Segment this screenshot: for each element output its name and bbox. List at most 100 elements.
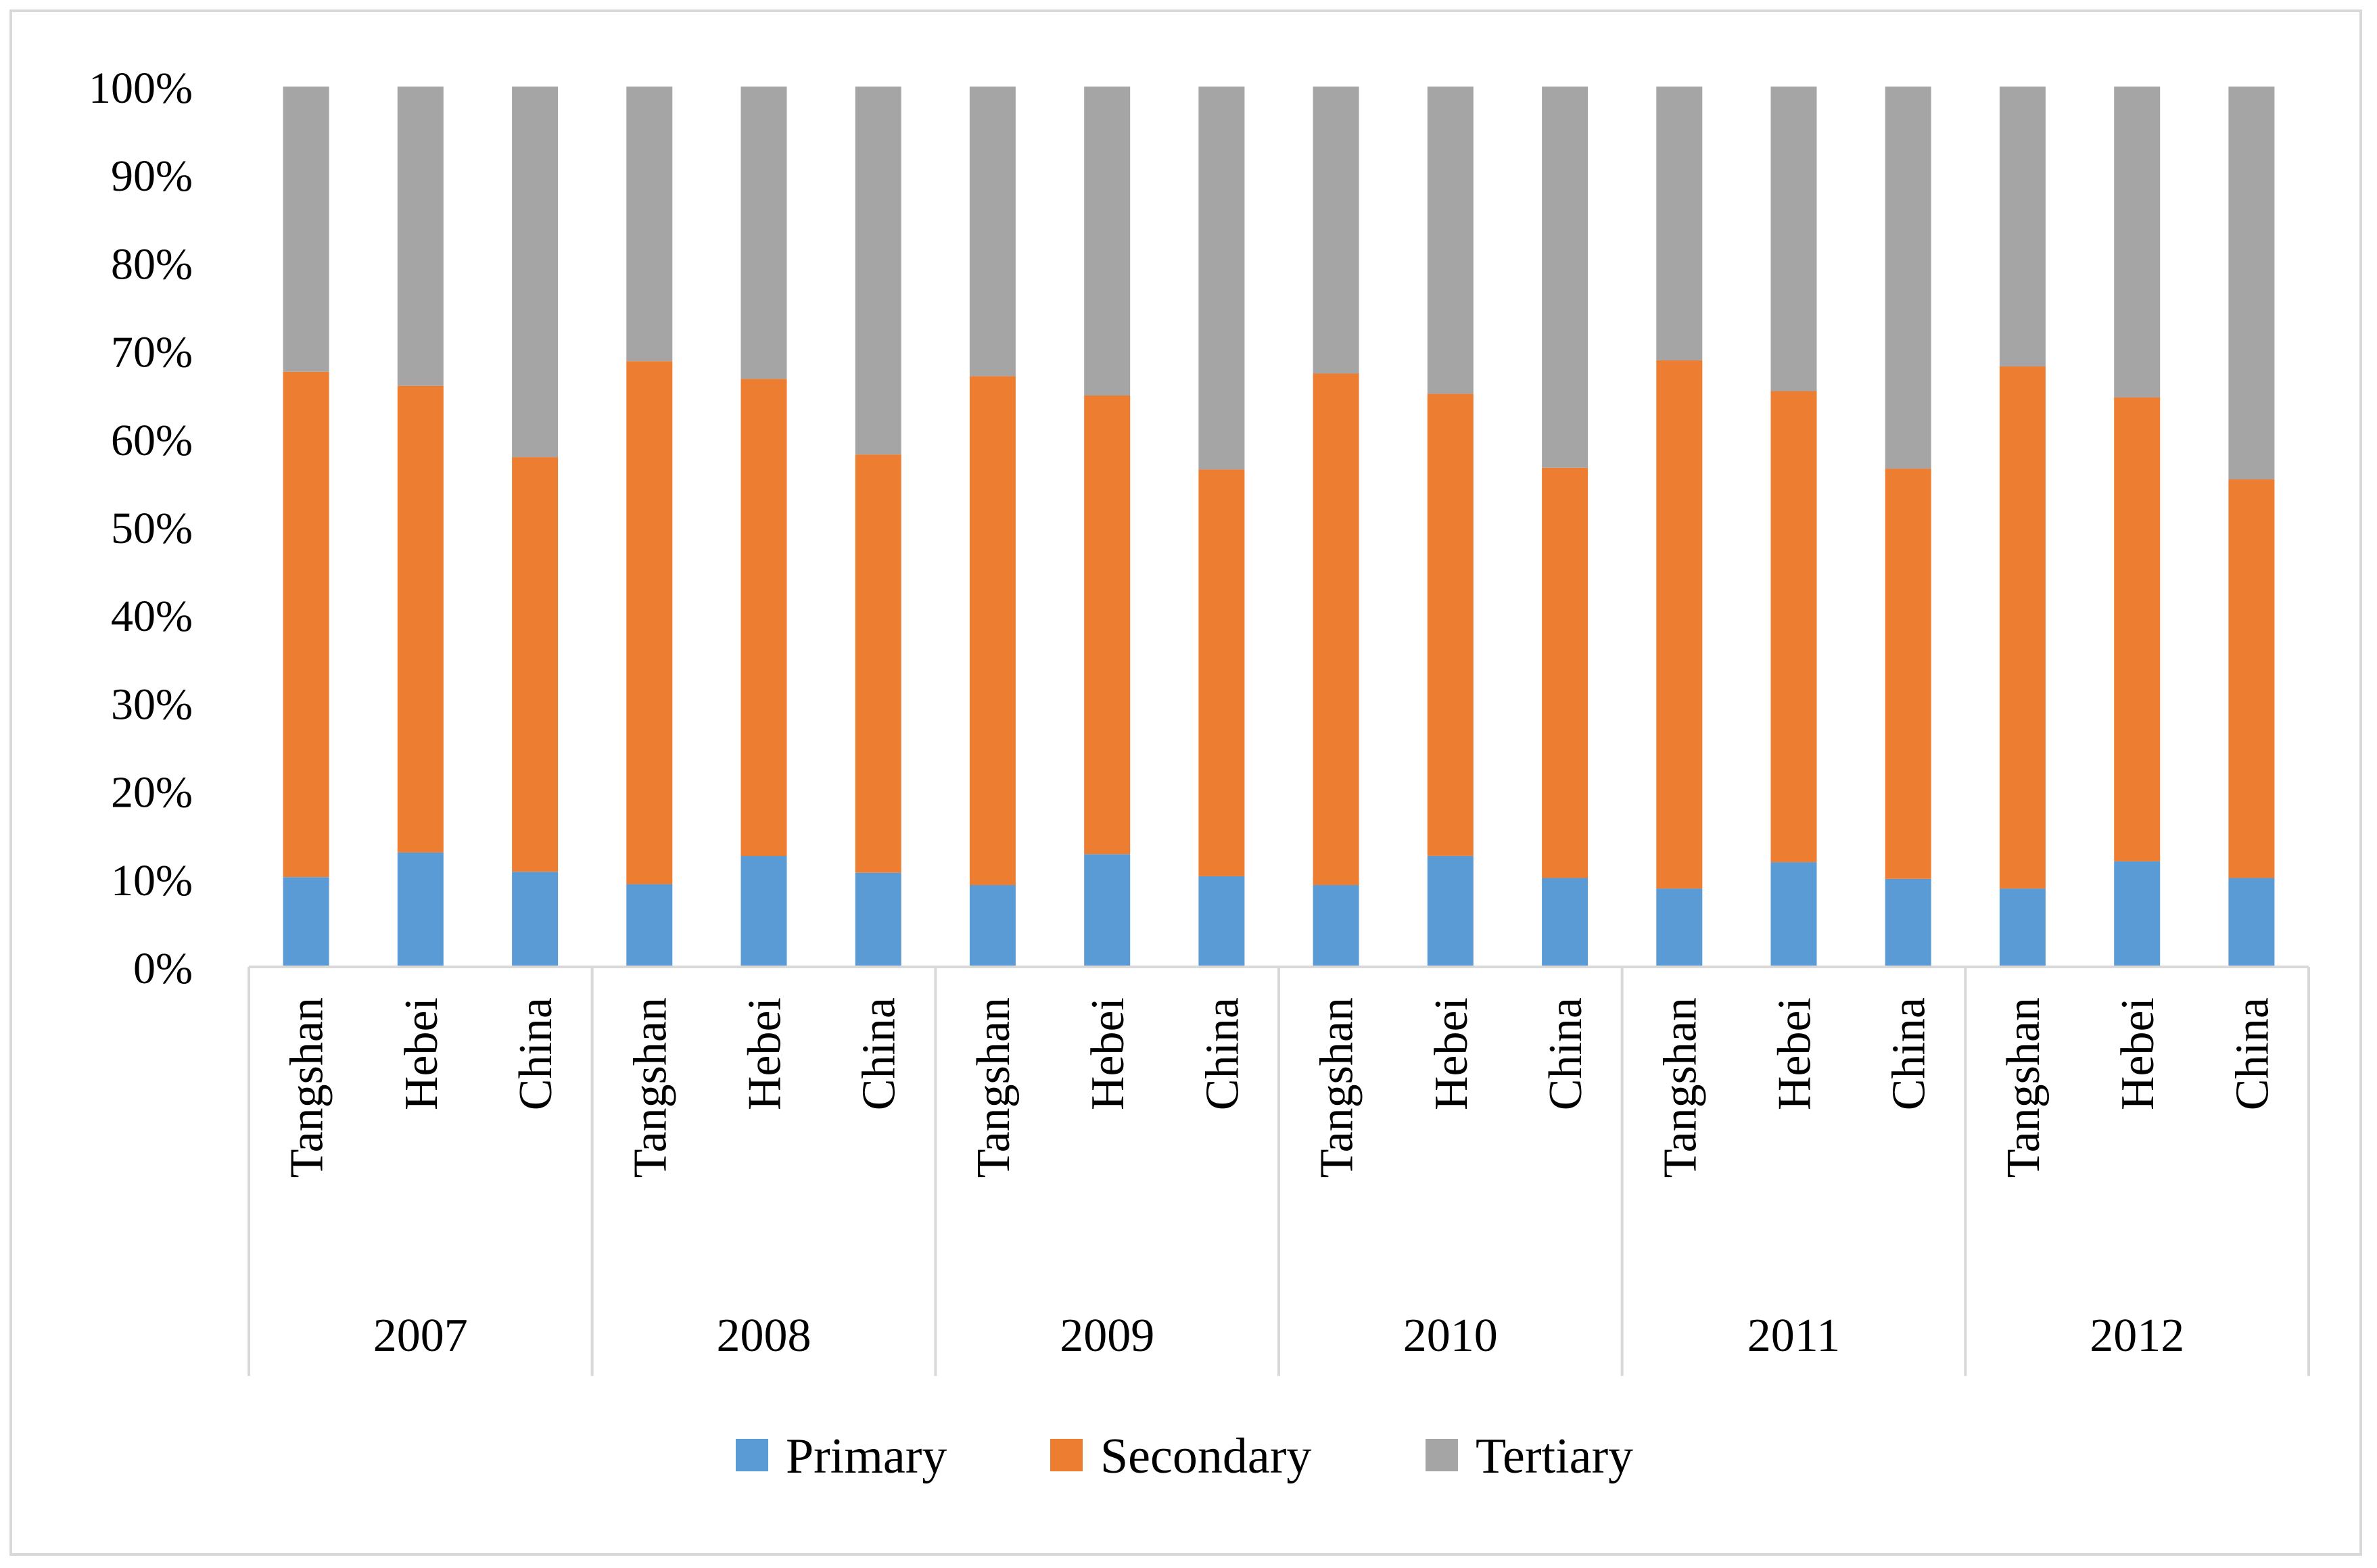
bar-tertiary-tangshan-2009 xyxy=(969,87,1016,377)
bar-tertiary-hebei-2007 xyxy=(397,87,444,386)
x-category-label: Hebei xyxy=(396,997,448,1110)
bar-primary-china-2009 xyxy=(1198,876,1245,967)
bar-tertiary-hebei-2012 xyxy=(2114,87,2161,398)
y-tick-label: 20% xyxy=(111,768,193,817)
bar-secondary-hebei-2011 xyxy=(1770,391,1817,863)
bar-tertiary-tangshan-2011 xyxy=(1656,87,1703,360)
legend-swatch-primary xyxy=(736,1439,768,1471)
x-category-label: Tangshan xyxy=(968,997,1020,1178)
x-category-label: China xyxy=(1883,997,1935,1110)
bar-tertiary-hebei-2010 xyxy=(1427,87,1474,394)
x-category-label: China xyxy=(853,997,905,1110)
bar-secondary-china-2008 xyxy=(855,454,901,873)
legend: Primary Secondary Tertiary xyxy=(736,1429,1633,1484)
bar-secondary-china-2009 xyxy=(1198,469,1245,876)
bar-primary-hebei-2007 xyxy=(397,852,444,967)
y-tick-label: 30% xyxy=(111,680,193,729)
bar-primary-hebei-2011 xyxy=(1770,862,1817,967)
y-tick-label: 80% xyxy=(111,239,193,289)
bar-secondary-china-2007 xyxy=(512,457,559,872)
legend-label-tertiary: Tertiary xyxy=(1476,1429,1633,1484)
x-group-label: 2007 xyxy=(373,1310,468,1362)
x-category-label: China xyxy=(1196,997,1248,1110)
x-group-label: 2012 xyxy=(2090,1310,2184,1362)
x-category-label: Hebei xyxy=(1426,997,1478,1110)
bar-tertiary-china-2008 xyxy=(855,87,901,455)
x-category-label: Tangshan xyxy=(1311,997,1363,1178)
bar-primary-hebei-2009 xyxy=(1084,854,1131,967)
x-category-label: Hebei xyxy=(1769,997,1821,1110)
y-axis: 0% 10% 20% 30% 40% 50% 60% 70% 80% 90% 100% xyxy=(89,64,193,993)
bar-primary-china-2011 xyxy=(1885,878,1931,967)
x-category-label: China xyxy=(2226,997,2278,1110)
y-tick-label: 10% xyxy=(111,856,193,905)
legend-swatch-secondary xyxy=(1050,1439,1083,1471)
bar-tertiary-hebei-2011 xyxy=(1770,87,1817,391)
x-category-label: Hebei xyxy=(739,997,791,1110)
bar-primary-tangshan-2009 xyxy=(969,884,1016,967)
bar-tertiary-china-2010 xyxy=(1542,87,1588,468)
bar-primary-hebei-2008 xyxy=(740,855,787,967)
x-category-label: China xyxy=(1540,997,1592,1110)
bar-primary-china-2007 xyxy=(512,872,559,967)
bar-tertiary-china-2012 xyxy=(2228,87,2275,479)
legend-swatch-tertiary xyxy=(1426,1439,1458,1471)
legend-label-secondary: Secondary xyxy=(1100,1429,1311,1484)
y-tick-label: 70% xyxy=(111,328,193,377)
bar-secondary-hebei-2009 xyxy=(1084,396,1131,855)
x-category-label: Tangshan xyxy=(281,997,333,1178)
bar-secondary-tangshan-2008 xyxy=(626,361,673,884)
bar-secondary-hebei-2012 xyxy=(2114,397,2161,861)
x-group-label: 2010 xyxy=(1403,1310,1498,1362)
bar-primary-china-2012 xyxy=(2228,878,2275,967)
y-tick-label: 40% xyxy=(111,592,193,641)
bar-primary-tangshan-2010 xyxy=(1313,884,1359,967)
x-group-label: 2008 xyxy=(717,1310,811,1362)
y-tick-label: 50% xyxy=(111,504,193,553)
bar-primary-tangshan-2011 xyxy=(1656,888,1703,967)
x-group-label: 2011 xyxy=(1747,1310,1840,1362)
y-tick-label: 90% xyxy=(111,151,193,201)
bar-primary-hebei-2010 xyxy=(1427,855,1474,967)
bar-secondary-tangshan-2011 xyxy=(1656,360,1703,889)
bar-tertiary-tangshan-2012 xyxy=(1999,87,2046,366)
bar-primary-tangshan-2012 xyxy=(1999,888,2046,967)
x-category-label: Tangshan xyxy=(624,997,676,1178)
bar-secondary-tangshan-2012 xyxy=(1999,366,2046,889)
bar-secondary-tangshan-2009 xyxy=(969,376,1016,885)
x-category-label: Hebei xyxy=(1082,997,1134,1110)
x-category-label: China xyxy=(510,997,562,1110)
bar-tertiary-tangshan-2007 xyxy=(283,87,329,372)
bar-tertiary-china-2009 xyxy=(1198,87,1245,470)
bar-secondary-china-2012 xyxy=(2228,479,2275,878)
plot-area xyxy=(283,87,2275,967)
bar-primary-china-2010 xyxy=(1542,878,1588,967)
bar-tertiary-hebei-2009 xyxy=(1084,87,1131,396)
legend-label-primary: Primary xyxy=(786,1429,947,1484)
bar-primary-tangshan-2008 xyxy=(626,884,673,967)
bar-secondary-china-2010 xyxy=(1542,467,1588,878)
x-category-label: Tangshan xyxy=(1998,997,2050,1178)
y-tick-label: 100% xyxy=(89,64,193,113)
bar-tertiary-tangshan-2008 xyxy=(626,87,673,362)
bar-secondary-hebei-2007 xyxy=(397,385,444,853)
bar-secondary-hebei-2008 xyxy=(740,379,787,856)
x-category-label: Hebei xyxy=(2112,997,2164,1110)
bar-secondary-hebei-2010 xyxy=(1427,394,1474,856)
bar-primary-hebei-2012 xyxy=(2114,861,2161,967)
bar-tertiary-tangshan-2010 xyxy=(1313,87,1359,374)
x-axis: Tangshan Hebei China Tangshan Hebei China Tang… xyxy=(248,966,2310,1376)
y-tick-label: 0% xyxy=(133,944,193,993)
bar-secondary-china-2011 xyxy=(1885,469,1931,879)
bar-secondary-tangshan-2010 xyxy=(1313,373,1359,885)
bar-primary-tangshan-2007 xyxy=(283,877,329,967)
bar-secondary-tangshan-2007 xyxy=(283,371,329,878)
bar-primary-china-2008 xyxy=(855,872,901,967)
x-category-label: Tangshan xyxy=(1654,997,1706,1178)
y-tick-label: 60% xyxy=(111,416,193,465)
x-group-label: 2009 xyxy=(1060,1310,1154,1362)
bar-tertiary-hebei-2008 xyxy=(740,87,787,379)
bar-tertiary-china-2007 xyxy=(512,87,559,458)
bar-tertiary-china-2011 xyxy=(1885,87,1931,469)
